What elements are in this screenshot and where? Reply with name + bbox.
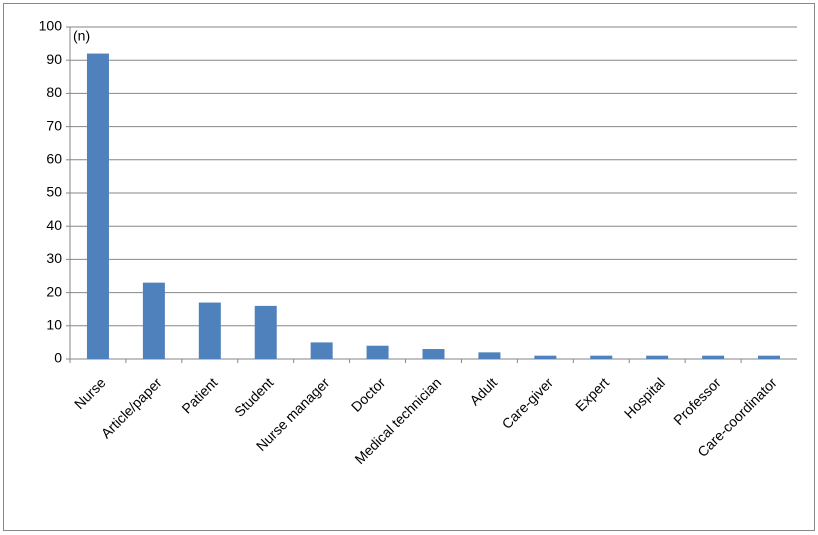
y-tick-label: 70 bbox=[46, 117, 62, 133]
bar bbox=[86, 53, 109, 360]
bar bbox=[142, 282, 165, 359]
bar bbox=[198, 302, 221, 359]
y-tick-label: 0 bbox=[54, 350, 62, 366]
bar bbox=[478, 352, 501, 359]
bar bbox=[254, 305, 277, 359]
y-tick-label: 20 bbox=[46, 283, 62, 299]
bar bbox=[702, 355, 725, 359]
bar bbox=[310, 342, 333, 359]
y-tick-label: 30 bbox=[46, 250, 62, 266]
chart-border bbox=[3, 3, 815, 531]
bar bbox=[646, 355, 669, 359]
y-tick-label: 40 bbox=[46, 217, 62, 233]
y-tick-label: 60 bbox=[46, 151, 62, 167]
y-tick-label: 50 bbox=[46, 184, 62, 200]
bar bbox=[534, 355, 557, 359]
y-axis-label: (n) bbox=[73, 28, 90, 44]
y-tick-label: 90 bbox=[46, 51, 62, 67]
y-tick-label: 10 bbox=[46, 317, 62, 333]
bar bbox=[422, 349, 445, 359]
y-tick-label: 80 bbox=[46, 84, 62, 100]
bar bbox=[590, 355, 613, 359]
y-tick-label: 100 bbox=[39, 18, 63, 34]
bar bbox=[366, 345, 389, 359]
bar bbox=[758, 355, 781, 359]
